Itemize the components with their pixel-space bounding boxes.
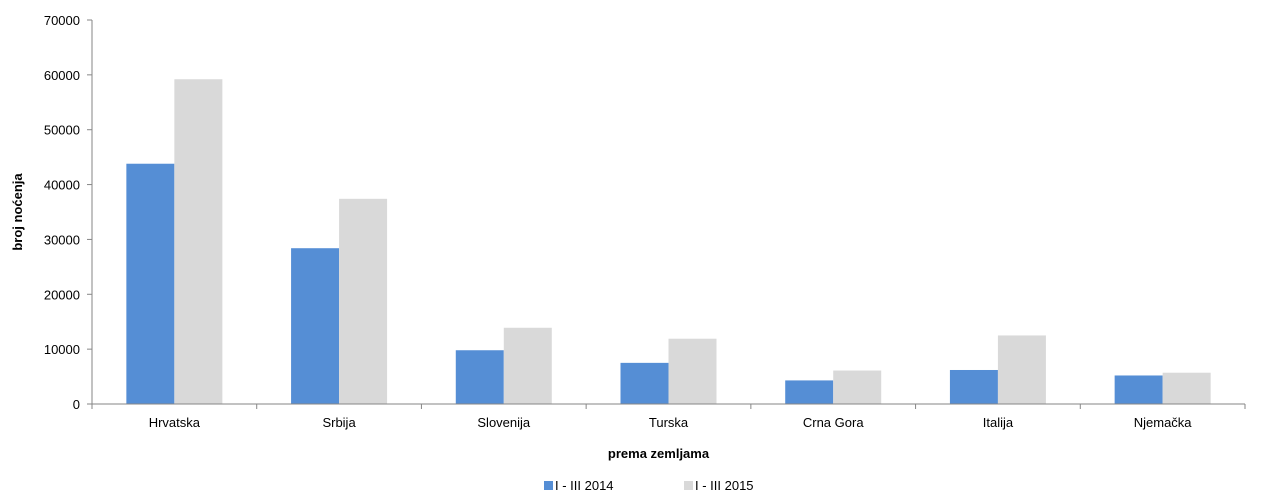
x-tick-label: Slovenija: [477, 415, 531, 430]
bar-2015: [503, 327, 552, 404]
y-tick-label: 20000: [44, 287, 80, 302]
y-tick-label: 70000: [44, 13, 80, 28]
y-axis-title: broj noćenja: [10, 173, 25, 251]
bar-2015: [997, 335, 1046, 404]
bar-2014: [1114, 375, 1163, 404]
bar-2014: [291, 248, 340, 404]
bar-2015: [1162, 372, 1211, 404]
y-tick-label: 60000: [44, 68, 80, 83]
bar-2014: [785, 380, 834, 404]
y-axis-ticks: 0 10000 20000 30000 40000 50000 60000 70000: [44, 13, 92, 412]
bar-2014: [455, 350, 504, 404]
bars: [126, 79, 1211, 404]
bar-2014: [949, 369, 998, 404]
bar-2014: [126, 163, 175, 404]
x-tick-label: Crna Gora: [803, 415, 864, 430]
x-tick-label: Italija: [983, 415, 1014, 430]
legend-swatch: [684, 481, 693, 490]
bar-2015: [174, 79, 223, 404]
legend-label: I - III 2014: [555, 478, 614, 492]
x-tick-label: Njemačka: [1134, 415, 1193, 430]
x-tick-label: Hrvatska: [149, 415, 201, 430]
x-axis-title: prema zemljama: [608, 446, 710, 461]
legend-swatch: [544, 481, 553, 490]
y-tick-label: 0: [73, 397, 80, 412]
y-tick-label: 50000: [44, 123, 80, 138]
bar-2015: [339, 198, 388, 404]
y-tick-label: 40000: [44, 178, 80, 193]
x-tick-label: Srbija: [322, 415, 356, 430]
legend: I - III 2014 I - III 2015: [544, 478, 754, 492]
bar-2015: [833, 370, 882, 404]
y-tick-label: 30000: [44, 232, 80, 247]
legend-label: I - III 2015: [695, 478, 754, 492]
bar-2014: [620, 362, 669, 404]
x-tick-label: Turska: [649, 415, 689, 430]
y-tick-label: 10000: [44, 342, 80, 357]
bar-2015: [668, 338, 717, 404]
x-axis-ticks: Hrvatska Srbija Slovenija Turska Crna Gora It…: [91, 404, 1246, 430]
